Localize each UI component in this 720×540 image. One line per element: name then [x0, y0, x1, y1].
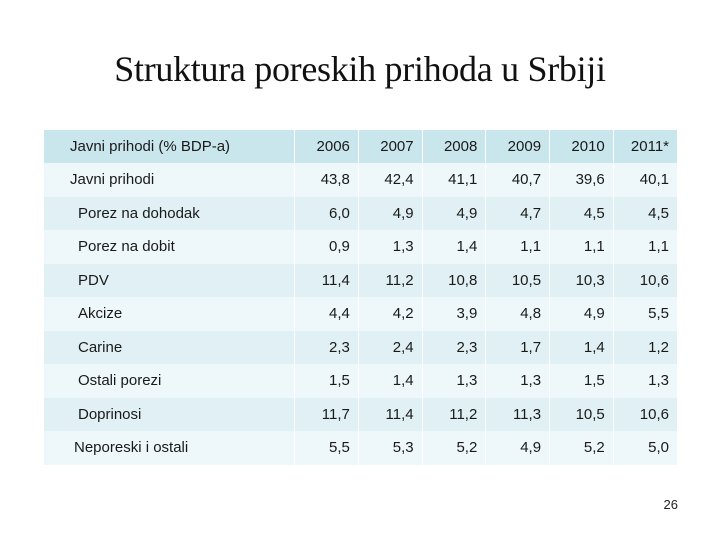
cell-value: 42,4 [357, 163, 423, 197]
header-label: Javni prihodi (% BDP-a) [44, 130, 295, 163]
cell-value: 40,1 [612, 163, 677, 197]
cell-value: 2,3 [421, 330, 486, 364]
row-label: Javni prihodi [44, 163, 295, 197]
cell-value: 4,5 [549, 196, 614, 230]
header-year: 2009 [485, 130, 550, 163]
cell-value: 4,5 [612, 196, 677, 230]
header-year: 2007 [357, 130, 423, 163]
tax-revenue-table: Javni prihodi (% BDP-a) 2006 2007 2008 2009 2… [44, 130, 677, 465]
table-row: Neporeski i ostali 5,5 5,3 5,2 4,9 5,2 5,0 [44, 431, 677, 465]
cell-value: 1,4 [357, 364, 423, 398]
cell-value: 1,4 [421, 230, 486, 264]
cell-value: 4,9 [421, 196, 486, 230]
cell-value: 11,7 [294, 397, 359, 431]
cell-value: 11,4 [294, 263, 359, 297]
cell-value: 43,8 [294, 163, 359, 197]
row-label: Ostali porezi [44, 364, 295, 398]
table-row: Ostali porezi 1,5 1,4 1,3 1,3 1,5 1,3 [44, 364, 677, 398]
cell-value: 10,6 [612, 263, 677, 297]
header-year: 2006 [294, 130, 359, 163]
table-row: Doprinosi 11,7 11,4 11,2 11,3 10,5 10,6 [44, 397, 677, 431]
cell-value: 1,3 [357, 230, 423, 264]
cell-value: 11,3 [485, 397, 550, 431]
cell-value: 2,4 [357, 330, 423, 364]
cell-value: 11,4 [357, 397, 423, 431]
cell-value: 5,3 [357, 431, 423, 465]
row-label: PDV [44, 263, 295, 297]
table-row: Porez na dobit 0,9 1,3 1,4 1,1 1,1 1,1 [44, 230, 677, 264]
cell-value: 11,2 [357, 263, 423, 297]
cell-value: 1,5 [294, 364, 359, 398]
cell-value: 5,2 [549, 431, 614, 465]
cell-value: 1,1 [485, 230, 550, 264]
cell-value: 1,2 [612, 330, 677, 364]
table-row: PDV 11,4 11,2 10,8 10,5 10,3 10,6 [44, 263, 677, 297]
cell-value: 1,3 [485, 364, 550, 398]
table-row: Javni prihodi 43,8 42,4 41,1 40,7 39,6 40,1 [44, 163, 677, 197]
cell-value: 1,3 [421, 364, 486, 398]
cell-value: 4,4 [294, 297, 359, 331]
cell-value: 1,7 [485, 330, 550, 364]
cell-value: 10,3 [549, 263, 614, 297]
row-label: Neporeski i ostali [44, 431, 295, 465]
cell-value: 4,9 [357, 196, 423, 230]
cell-value: 1,1 [612, 230, 677, 264]
table-row: Akcize 4,4 4,2 3,9 4,8 4,9 5,5 [44, 297, 677, 331]
header-year: 2008 [421, 130, 486, 163]
row-label: Porez na dohodak [44, 196, 295, 230]
cell-value: 1,3 [612, 364, 677, 398]
cell-value: 4,9 [485, 431, 550, 465]
cell-value: 1,5 [549, 364, 614, 398]
cell-value: 3,9 [421, 297, 486, 331]
cell-value: 2,3 [294, 330, 359, 364]
cell-value: 10,8 [421, 263, 486, 297]
cell-value: 11,2 [421, 397, 486, 431]
row-label: Carine [44, 330, 295, 364]
cell-value: 5,2 [421, 431, 486, 465]
cell-value: 4,8 [485, 297, 550, 331]
cell-value: 10,6 [612, 397, 677, 431]
cell-value: 4,9 [549, 297, 614, 331]
cell-value: 41,1 [421, 163, 486, 197]
cell-value: 4,7 [485, 196, 550, 230]
row-label: Doprinosi [44, 397, 295, 431]
cell-value: 39,6 [549, 163, 614, 197]
cell-value: 5,0 [612, 431, 677, 465]
header-year: 2011* [612, 130, 677, 163]
page-number: 26 [663, 497, 678, 512]
cell-value: 4,2 [357, 297, 423, 331]
cell-value: 40,7 [485, 163, 550, 197]
table-row: Carine 2,3 2,4 2,3 1,7 1,4 1,2 [44, 330, 677, 364]
row-label: Porez na dobit [44, 230, 295, 264]
cell-value: 5,5 [294, 431, 359, 465]
cell-value: 5,5 [612, 297, 677, 331]
cell-value: 10,5 [549, 397, 614, 431]
cell-value: 1,4 [549, 330, 614, 364]
table-header-row: Javni prihodi (% BDP-a) 2006 2007 2008 2009 2… [44, 130, 677, 163]
cell-value: 10,5 [485, 263, 550, 297]
cell-value: 0,9 [294, 230, 359, 264]
table-row: Porez na dohodak 6,0 4,9 4,9 4,7 4,5 4,5 [44, 196, 677, 230]
cell-value: 1,1 [549, 230, 614, 264]
header-year: 2010 [549, 130, 614, 163]
row-label: Akcize [44, 297, 295, 331]
slide-title: Struktura poreskih prihoda u Srbiji [114, 49, 606, 89]
cell-value: 6,0 [294, 196, 359, 230]
